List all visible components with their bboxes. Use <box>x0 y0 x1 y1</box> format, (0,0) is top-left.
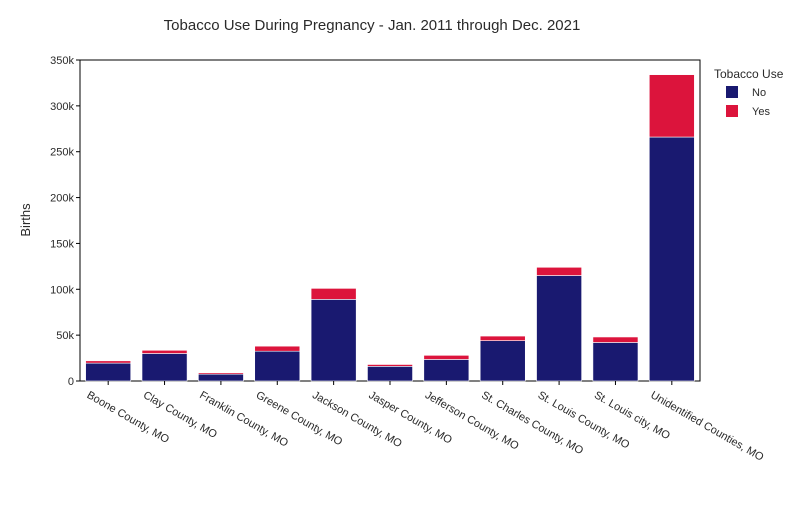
x-tick-label: St. Charles County, MO <box>479 389 585 457</box>
y-tick-label: 50k <box>56 330 74 342</box>
bar-no-10 <box>648 136 695 382</box>
bar-no-3 <box>254 350 301 382</box>
bar-yes-10 <box>648 74 695 138</box>
y-tick-label: 200k <box>50 193 74 205</box>
bar-yes-6 <box>423 355 470 360</box>
y-tick-label: 0 <box>68 376 74 388</box>
x-tick-label: Unidentified Counties, MO <box>648 389 766 464</box>
bar-no-7 <box>479 340 526 382</box>
x-tick-label: St. Louis County, MO <box>536 389 632 451</box>
bar-yes-1 <box>141 349 188 354</box>
bar-yes-4 <box>310 288 357 300</box>
bar-no-4 <box>310 299 357 382</box>
chart-title: Tobacco Use During Pregnancy - Jan. 2011… <box>164 17 581 34</box>
bar-yes-5 <box>367 364 413 367</box>
bar-yes-7 <box>479 335 526 341</box>
legend-label-no: No <box>752 87 766 99</box>
bar-no-6 <box>423 359 470 382</box>
y-tick-label: 300k <box>50 101 74 113</box>
bar-no-9 <box>592 342 639 382</box>
bar-no-8 <box>536 275 582 382</box>
y-tick-label: 150k <box>50 238 74 250</box>
legend-title: Tobacco Use <box>714 67 784 81</box>
plot-frame <box>79 59 701 382</box>
legend-swatch-no <box>726 86 738 98</box>
y-axis-title: Births <box>18 203 33 237</box>
y-tick-label: 350k <box>50 55 74 67</box>
bar-no-2 <box>198 373 244 382</box>
bar-yes-3 <box>254 345 301 352</box>
bar-no-5 <box>367 366 413 382</box>
bar-no-0 <box>85 362 132 382</box>
bar-no-1 <box>141 353 188 382</box>
bar-yes-8 <box>536 266 582 276</box>
bar-yes-2 <box>198 372 244 375</box>
legend-label-yes: Yes <box>752 106 770 118</box>
legend: Tobacco Use No Yes <box>714 67 784 118</box>
legend-swatch-yes <box>726 105 738 117</box>
y-tick-label: 100k <box>50 284 74 296</box>
bar-yes-0 <box>85 360 132 364</box>
x-tick-label: Jefferson County, MO <box>423 389 521 453</box>
bar-yes-9 <box>592 336 639 343</box>
y-tick-label: 250k <box>50 147 74 159</box>
